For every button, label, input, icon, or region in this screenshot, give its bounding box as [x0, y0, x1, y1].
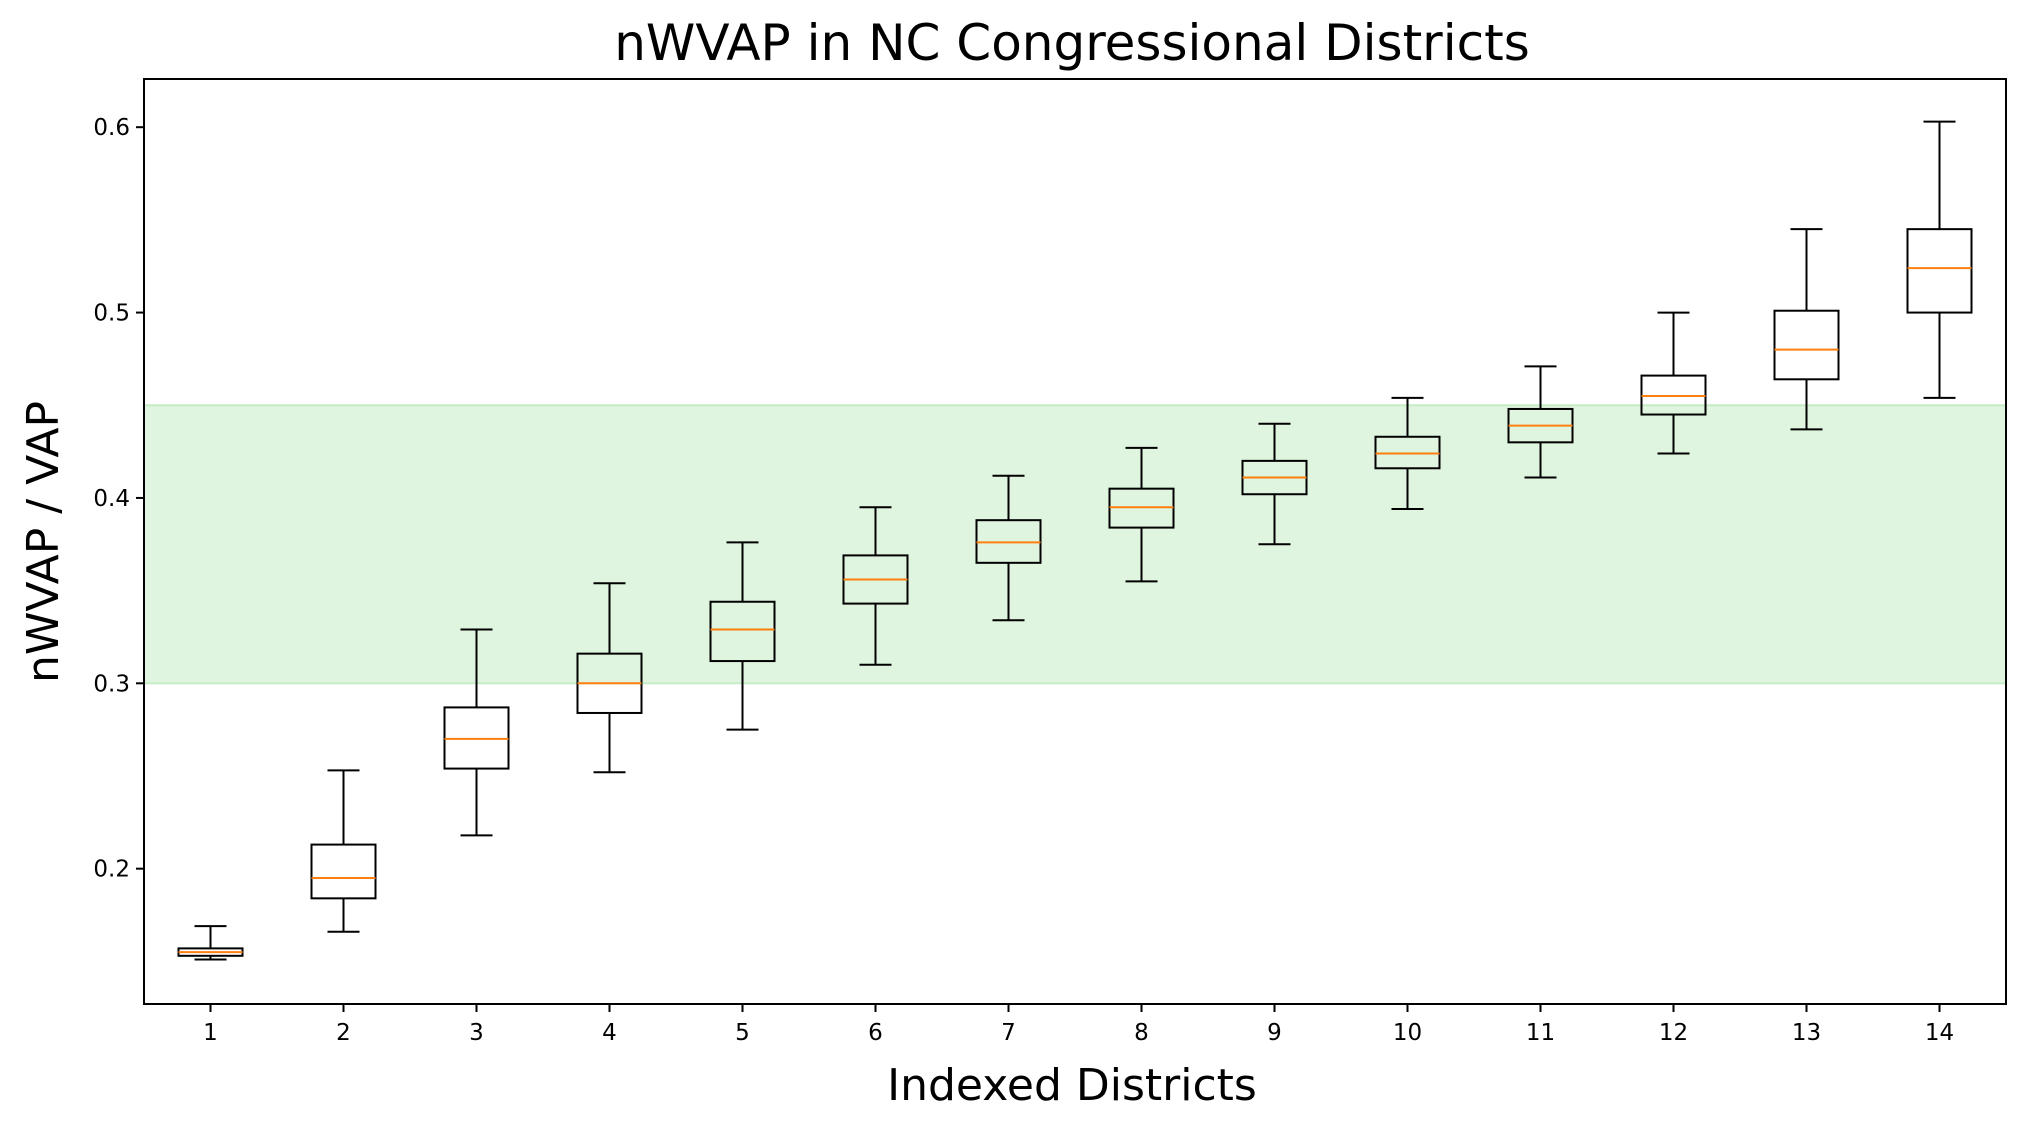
box-district-4: [576, 582, 643, 774]
box-district-9: [1241, 422, 1308, 546]
box-district-8: [1108, 446, 1175, 583]
box-district-13: [1773, 228, 1840, 431]
iqr-box: [1773, 309, 1840, 381]
x-axis-label: Indexed Districts: [887, 1060, 1257, 1111]
x-tick-label: 4: [602, 1020, 617, 1046]
x-tick-label: 12: [1659, 1020, 1688, 1046]
target-range-band: [143, 404, 2007, 685]
x-tick-label: 11: [1526, 1020, 1555, 1046]
x-tick-label: 2: [336, 1020, 351, 1046]
box-district-14: [1906, 120, 1973, 399]
x-tick-label: 9: [1267, 1020, 1282, 1046]
box-district-1: [177, 925, 244, 961]
x-tick-label: 5: [735, 1020, 750, 1046]
box-district-10: [1374, 396, 1441, 511]
iqr-box: [709, 600, 776, 663]
y-tick-label: 0.5: [93, 301, 130, 327]
y-tick-label: 0.2: [93, 857, 130, 883]
box-district-7: [975, 474, 1042, 622]
x-tick-label: 3: [469, 1020, 484, 1046]
y-tick-label: 0.4: [93, 486, 130, 512]
x-tick-label: 7: [1001, 1020, 1016, 1046]
plot-frame: [143, 78, 2007, 1005]
y-tick-label: 0.6: [93, 115, 130, 141]
box-district-11: [1507, 365, 1574, 479]
box-district-12: [1640, 311, 1707, 455]
box-district-6: [842, 506, 909, 666]
x-tick-label: 8: [1134, 1020, 1149, 1046]
chart-title: nWVAP in NC Congressional Districts: [614, 14, 1530, 72]
y-tick-label: 0.3: [93, 671, 130, 697]
y-axis-label: nWVAP / VAP: [18, 401, 69, 683]
iqr-box: [310, 843, 377, 900]
box-district-3: [443, 628, 510, 837]
x-tick-label: 13: [1792, 1020, 1821, 1046]
plot-area: 0.20.30.40.50.61 2 3 4 5 6 7 8 9 10 11 12 13 14: [93, 78, 2007, 1046]
box-district-2: [310, 769, 377, 933]
box-district-5: [709, 541, 776, 731]
x-tick-label: 6: [868, 1020, 883, 1046]
iqr-box: [1906, 228, 1973, 314]
x-tick-label: 10: [1393, 1020, 1422, 1046]
x-tick-label: 14: [1925, 1020, 1954, 1046]
x-tick-label: 1: [203, 1020, 218, 1046]
